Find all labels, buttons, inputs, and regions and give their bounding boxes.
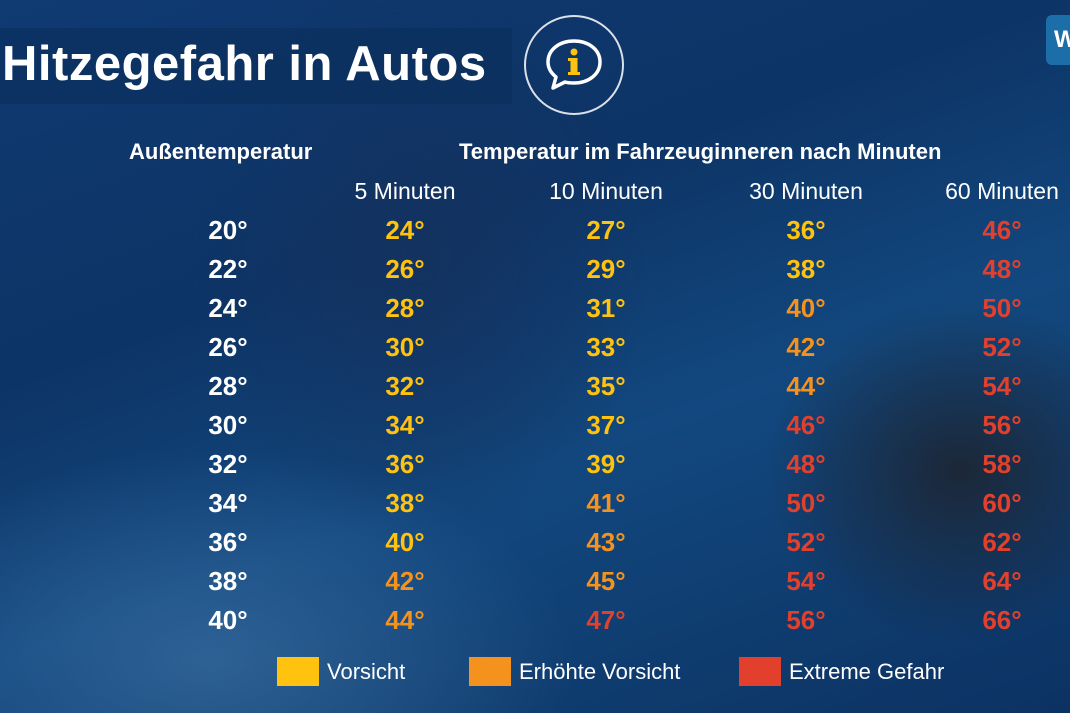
- outside-temperature-cell: 38°: [208, 566, 248, 596]
- inside-temperature-cell: 34°: [385, 410, 425, 440]
- inside-temperature-cell: 46°: [786, 410, 826, 440]
- inside-temperature-cell: 40°: [385, 527, 425, 557]
- column-header: 5 Minuten: [354, 178, 456, 204]
- inside-temperature-cell: 54°: [786, 566, 826, 596]
- outside-temperature-cell: 34°: [208, 488, 248, 518]
- inside-temperature-cell: 45°: [586, 566, 626, 596]
- column-header: 60 Minuten: [945, 178, 1059, 204]
- inside-temperature-cell: 48°: [786, 449, 826, 479]
- inside-temperature-cell: 24°: [385, 215, 425, 245]
- inside-temperature-cell: 64°: [982, 566, 1022, 596]
- inside-temperature-cell: 40°: [786, 293, 826, 323]
- legend-label: Erhöhte Vorsicht: [519, 659, 681, 684]
- title-bar: [0, 28, 512, 104]
- column-header: 10 Minuten: [549, 178, 663, 204]
- inside-temperature-cell: 31°: [586, 293, 626, 323]
- inside-temperature-cell: 44°: [385, 605, 425, 635]
- inside-temperature-cell: 50°: [786, 488, 826, 518]
- inside-temperature-cell: 43°: [586, 527, 626, 557]
- legend-label: Extreme Gefahr: [789, 659, 945, 684]
- inside-temperature-cell: 38°: [385, 488, 425, 518]
- outside-temperature-cell: 28°: [208, 371, 248, 401]
- outside-temperature-cell: 22°: [208, 254, 248, 284]
- inside-temperature-cell: 37°: [586, 410, 626, 440]
- inside-temperature-cell: 36°: [786, 215, 826, 245]
- inside-temperature-cell: 47°: [586, 605, 626, 635]
- inside-temperature-cell: 62°: [982, 527, 1022, 557]
- inside-temperature-header: Temperatur im Fahrzeuginneren nach Minut…: [459, 139, 942, 164]
- inside-temperature-cell: 30°: [385, 332, 425, 362]
- outside-temperature-cell: 30°: [208, 410, 248, 440]
- outside-temperature-cell: 32°: [208, 449, 248, 479]
- inside-temperature-cell: 33°: [586, 332, 626, 362]
- inside-temperature-cell: 36°: [385, 449, 425, 479]
- brand-logo[interactable]: W: [1046, 15, 1070, 65]
- inside-temperature-cell: 46°: [982, 215, 1022, 245]
- inside-temperature-cell: 52°: [982, 332, 1022, 362]
- inside-temperature-cell: 58°: [982, 449, 1022, 479]
- inside-temperature-cell: 60°: [982, 488, 1022, 518]
- inside-temperature-cell: 44°: [786, 371, 826, 401]
- legend-swatch-orange: [469, 657, 511, 686]
- legend-swatch-yellow: [277, 657, 319, 686]
- inside-temperature-cell: 38°: [786, 254, 826, 284]
- inside-temperature-cell: 56°: [786, 605, 826, 635]
- inside-temperature-cell: 26°: [385, 254, 425, 284]
- inside-temperature-cell: 35°: [586, 371, 626, 401]
- page-title: Hitzegefahr in Autos: [2, 37, 487, 91]
- outside-temperature-header: Außentemperatur: [129, 139, 313, 164]
- outside-temperature-cell: 40°: [208, 605, 248, 635]
- legend-label: Vorsicht: [327, 659, 406, 684]
- inside-temperature-cell: 54°: [982, 371, 1022, 401]
- legend-swatch-red: [739, 657, 781, 686]
- outside-temperature-cell: 20°: [208, 215, 248, 245]
- outside-temperature-cell: 26°: [208, 332, 248, 362]
- inside-temperature-cell: 50°: [982, 293, 1022, 323]
- inside-temperature-cell: 29°: [586, 254, 626, 284]
- inside-temperature-cell: 27°: [586, 215, 626, 245]
- info-badge: [524, 15, 624, 115]
- outside-temperature-cell: 36°: [208, 527, 248, 557]
- column-header: 30 Minuten: [749, 178, 863, 204]
- outside-temperature-cell: 24°: [208, 293, 248, 323]
- inside-temperature-cell: 39°: [586, 449, 626, 479]
- inside-temperature-cell: 56°: [982, 410, 1022, 440]
- inside-temperature-cell: 66°: [982, 605, 1022, 635]
- inside-temperature-cell: 48°: [982, 254, 1022, 284]
- inside-temperature-cell: 42°: [385, 566, 425, 596]
- inside-temperature-cell: 52°: [786, 527, 826, 557]
- inside-temperature-cell: 42°: [786, 332, 826, 362]
- inside-temperature-cell: 41°: [586, 488, 626, 518]
- inside-temperature-cell: 32°: [385, 371, 425, 401]
- inside-temperature-cell: 28°: [385, 293, 425, 323]
- speech-bubble-info-icon: [546, 39, 602, 90]
